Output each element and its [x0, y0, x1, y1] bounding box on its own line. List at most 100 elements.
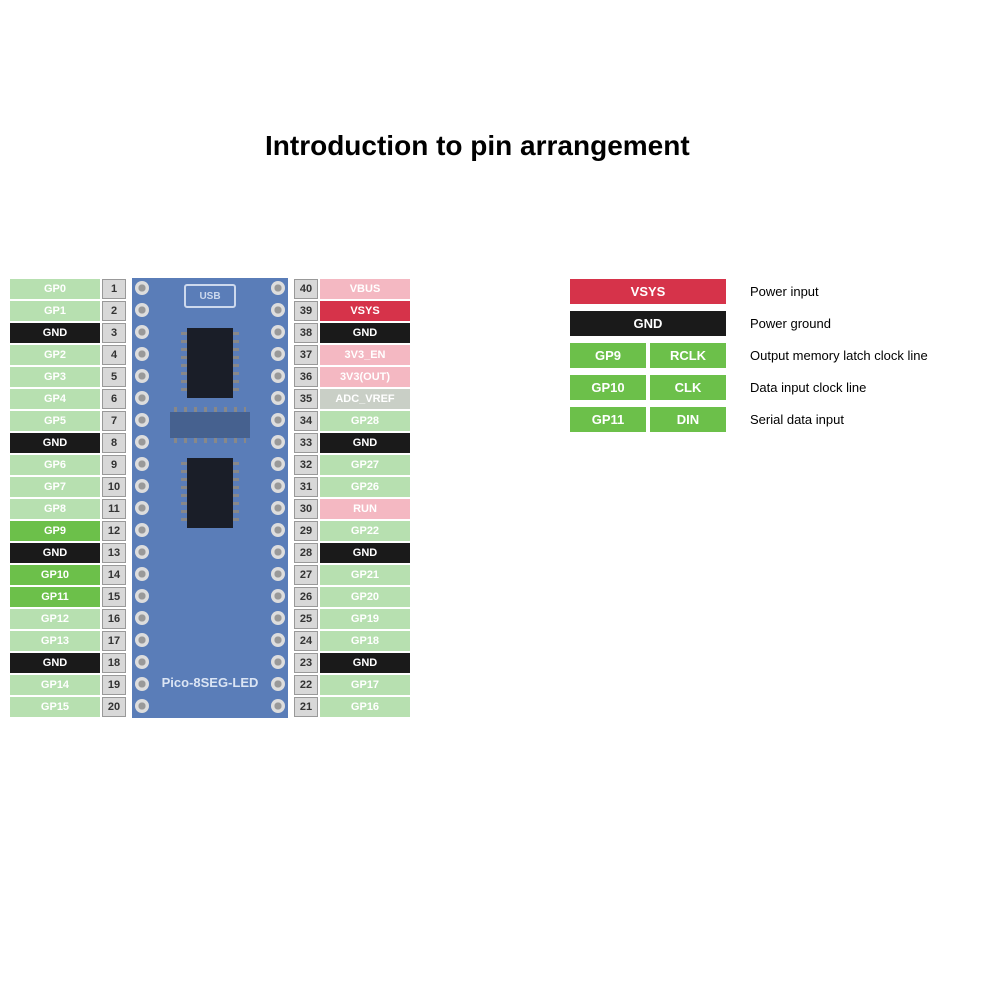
- pin-label-3v3(out): 3V3(OUT): [320, 367, 410, 387]
- pin-num-13: 13: [102, 543, 126, 563]
- pin-label-gp27: GP27: [320, 455, 410, 475]
- pin-num-11: 11: [102, 499, 126, 519]
- board-holes-left: [135, 281, 149, 721]
- legend-desc: Power input: [750, 284, 819, 299]
- pin-num-28: 28: [294, 543, 318, 563]
- legend-row: GP10CLK Data input clock line: [570, 374, 928, 400]
- pin-label-gp26: GP26: [320, 477, 410, 497]
- pin-num-19: 19: [102, 675, 126, 695]
- pin-num-14: 14: [102, 565, 126, 585]
- pin-label-gnd: GND: [10, 543, 100, 563]
- legend-desc: Output memory latch clock line: [750, 348, 928, 363]
- pin-label-adc_vref: ADC_VREF: [320, 389, 410, 409]
- pin-num-33: 33: [294, 433, 318, 453]
- pin-num-8: 8: [102, 433, 126, 453]
- pin-num-23: 23: [294, 653, 318, 673]
- pin-label-gp6: GP6: [10, 455, 100, 475]
- pinout-diagram: GP0GP1GNDGP2GP3GP4GP5GNDGP6GP7GP8GP9GNDG…: [10, 278, 410, 718]
- pin-label-gp9: GP9: [10, 521, 100, 541]
- pin-num-31: 31: [294, 477, 318, 497]
- legend-box-rclk: RCLK: [650, 343, 726, 368]
- pin-num-36: 36: [294, 367, 318, 387]
- pin-label-run: RUN: [320, 499, 410, 519]
- legend-box-gp10: GP10: [570, 375, 646, 400]
- pin-num-25: 25: [294, 609, 318, 629]
- pin-label-vsys: VSYS: [320, 301, 410, 321]
- usb-label: USB: [184, 284, 236, 308]
- pin-label-gp11: GP11: [10, 587, 100, 607]
- pin-num-40: 40: [294, 279, 318, 299]
- pin-num-39: 39: [294, 301, 318, 321]
- pin-label-gnd: GND: [320, 433, 410, 453]
- pin-num-32: 32: [294, 455, 318, 475]
- board-name-label: Pico-8SEG-LED: [162, 675, 259, 690]
- pin-num-27: 27: [294, 565, 318, 585]
- ic-chip-top: [187, 328, 233, 398]
- pin-num-38: 38: [294, 323, 318, 343]
- legend-row: GP11DIN Serial data input: [570, 406, 928, 432]
- pin-num-10: 10: [102, 477, 126, 497]
- pin-label-gp22: GP22: [320, 521, 410, 541]
- pin-num-7: 7: [102, 411, 126, 431]
- legend-box-gp11: GP11: [570, 407, 646, 432]
- pin-label-gp7: GP7: [10, 477, 100, 497]
- pin-num-34: 34: [294, 411, 318, 431]
- pin-num-30: 30: [294, 499, 318, 519]
- legend-desc: Data input clock line: [750, 380, 866, 395]
- legend-box-gp9: GP9: [570, 343, 646, 368]
- ic-row: [170, 412, 250, 438]
- pin-num-21: 21: [294, 697, 318, 717]
- pin-label-vbus: VBUS: [320, 279, 410, 299]
- pin-label-gp16: GP16: [320, 697, 410, 717]
- pin-label-gp4: GP4: [10, 389, 100, 409]
- pin-label-gp10: GP10: [10, 565, 100, 585]
- pin-label-gnd: GND: [10, 433, 100, 453]
- pin-label-gp15: GP15: [10, 697, 100, 717]
- pin-label-gp14: GP14: [10, 675, 100, 695]
- legend: VSYS Power input GND Power ground GP9RCLK Out…: [570, 278, 928, 438]
- legend-box-vsys: VSYS: [570, 279, 726, 304]
- left-pin-labels: GP0GP1GNDGP2GP3GP4GP5GNDGP6GP7GP8GP9GNDG…: [10, 278, 100, 718]
- pin-num-18: 18: [102, 653, 126, 673]
- pin-label-gp13: GP13: [10, 631, 100, 651]
- pin-label-gp20: GP20: [320, 587, 410, 607]
- pin-num-20: 20: [102, 697, 126, 717]
- legend-box-din: DIN: [650, 407, 726, 432]
- pin-num-29: 29: [294, 521, 318, 541]
- pin-num-6: 6: [102, 389, 126, 409]
- legend-desc: Serial data input: [750, 412, 844, 427]
- board-holes-right: [271, 281, 285, 721]
- pin-num-16: 16: [102, 609, 126, 629]
- legend-desc: Power ground: [750, 316, 831, 331]
- pin-num-22: 22: [294, 675, 318, 695]
- pin-label-gp18: GP18: [320, 631, 410, 651]
- legend-row: GP9RCLK Output memory latch clock line: [570, 342, 928, 368]
- pin-num-35: 35: [294, 389, 318, 409]
- legend-box-gnd: GND: [570, 311, 726, 336]
- pin-num-3: 3: [102, 323, 126, 343]
- page-title: Introduction to pin arrangement: [265, 130, 690, 162]
- pin-label-gp2: GP2: [10, 345, 100, 365]
- pin-num-15: 15: [102, 587, 126, 607]
- pin-label-gnd: GND: [10, 653, 100, 673]
- pin-label-gnd: GND: [320, 323, 410, 343]
- legend-box-clk: CLK: [650, 375, 726, 400]
- pin-num-1: 1: [102, 279, 126, 299]
- pin-label-gp3: GP3: [10, 367, 100, 387]
- pin-label-gp28: GP28: [320, 411, 410, 431]
- pin-num-2: 2: [102, 301, 126, 321]
- pcb-board: USB Pico-8SEG-LED: [132, 278, 288, 718]
- pin-num-24: 24: [294, 631, 318, 651]
- right-pin-labels: VBUSVSYSGND3V3_EN3V3(OUT)ADC_VREFGP28GND…: [320, 278, 410, 718]
- pin-num-9: 9: [102, 455, 126, 475]
- ic-chip-bottom: [187, 458, 233, 528]
- left-pin-numbers: 1234567891011121314151617181920: [100, 278, 128, 718]
- right-pin-numbers: 4039383736353433323130292827262524232221: [292, 278, 320, 718]
- pin-label-gp0: GP0: [10, 279, 100, 299]
- pin-label-gnd: GND: [10, 323, 100, 343]
- pin-num-37: 37: [294, 345, 318, 365]
- legend-row: VSYS Power input: [570, 278, 928, 304]
- pin-num-5: 5: [102, 367, 126, 387]
- pin-num-4: 4: [102, 345, 126, 365]
- legend-row: GND Power ground: [570, 310, 928, 336]
